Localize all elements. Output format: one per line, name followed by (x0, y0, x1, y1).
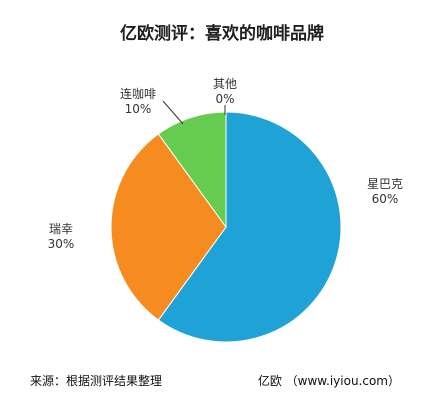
slice-label-name: 连咖啡 (120, 86, 156, 101)
pie-slices (110, 111, 342, 343)
source-note: 来源：根据测评结果整理 (30, 373, 162, 388)
slice-label-lian-coffee: 连咖啡 10% (120, 86, 156, 116)
slice-label-value: 0% (215, 92, 234, 106)
slice-label-name: 其他 (213, 77, 237, 91)
slice-label-starbucks: 星巴克 60% (367, 177, 403, 206)
slice-label-value: 30% (48, 237, 75, 251)
pie-slice (110, 133, 227, 321)
slice-label-value: 10% (125, 102, 152, 116)
slice-label-luckin: 瑞幸 30% (48, 222, 75, 251)
leader-line (162, 100, 184, 125)
chart-title: 亿欧测评：喜欢的咖啡品牌 (120, 23, 324, 44)
leader-lines (162, 100, 226, 125)
pie-slice (157, 111, 342, 343)
slice-label-value: 60% (372, 192, 399, 206)
slice-label-other: 其他 0% (213, 77, 237, 106)
slice-label-name: 星巴克 (367, 177, 403, 191)
brand-note: 亿欧 （www.iyiou.com） (258, 373, 400, 388)
slice-label-name: 瑞幸 (49, 222, 73, 236)
